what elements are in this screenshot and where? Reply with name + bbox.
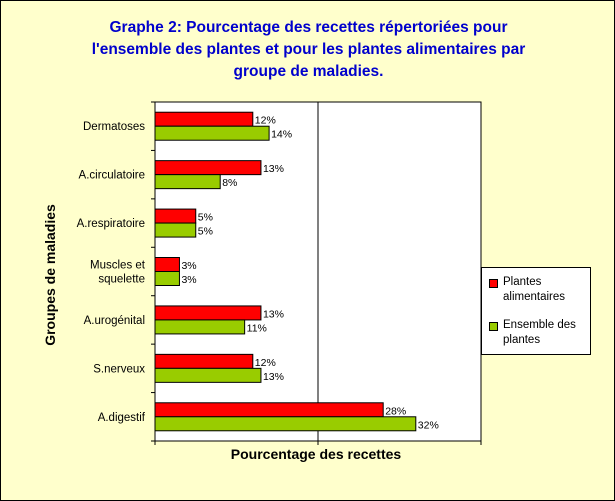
plot-area: Dermatoses 12% 14% A.circulatoire 13% 8% A.res…: [77, 101, 482, 445]
category-label: Dermatoses: [83, 121, 145, 133]
legend: Plantes alimentaires Ensemble des plante…: [481, 267, 591, 355]
category-label: Muscles et squelette: [90, 260, 146, 286]
category-label-line: A.respiratoire: [77, 218, 145, 230]
bar-plantes-alimentaires: [154, 353, 254, 369]
category-label: S.nerveux: [93, 363, 145, 375]
category-label-line: Muscles et: [90, 260, 146, 272]
bar-ensemble-des-plantes: [154, 174, 221, 190]
data-label: 13%: [263, 163, 284, 175]
data-label: 13%: [263, 371, 284, 383]
legend-label-line: Ensemble des: [503, 319, 576, 331]
category-label-line: squelette: [98, 274, 145, 286]
bar-plantes-alimentaires: [154, 305, 262, 321]
category-label: A.digestif: [98, 412, 146, 424]
x-axis-label: Pourcentage des recettes: [231, 446, 402, 462]
data-label: 5%: [198, 212, 213, 224]
title-line: groupe de maladies.: [233, 63, 384, 80]
legend-label-line: Plantes: [503, 276, 542, 288]
data-label: 14%: [271, 129, 292, 141]
data-label: 13%: [263, 308, 284, 320]
title-line: Graphe 2: Pourcentage des recettes réper…: [109, 19, 508, 36]
data-label: 12%: [255, 357, 276, 369]
category-label: A.circulatoire: [79, 170, 145, 182]
legend-label-line: alimentaires: [503, 291, 565, 303]
bar-ensemble-des-plantes: [154, 222, 197, 238]
data-label: 11%: [247, 322, 267, 334]
bar-ensemble-des-plantes: [154, 416, 417, 432]
bar-ensemble-des-plantes: [154, 125, 270, 141]
legend-label: Plantes alimentaires: [503, 275, 591, 305]
category-label: A.urogénital: [84, 315, 145, 327]
category-label-line: A.urogénital: [84, 315, 145, 327]
legend-swatch-green: [489, 322, 498, 331]
data-label: 3%: [181, 274, 196, 286]
category-label: A.respiratoire: [77, 218, 145, 230]
data-label: 28%: [385, 405, 406, 417]
legend-label-line: plantes: [503, 334, 541, 346]
category-label-line: S.nerveux: [93, 363, 145, 375]
category-label-line: Dermatoses: [83, 121, 145, 133]
data-label: 5%: [198, 226, 213, 238]
bar-plantes-alimentaires: [154, 402, 384, 418]
legend-label: Ensemble des plantes: [503, 318, 591, 348]
data-label: 32%: [418, 419, 439, 431]
category-label-line: A.digestif: [98, 412, 146, 424]
bar-plantes-alimentaires: [154, 257, 180, 272]
bar-plantes-alimentaires: [154, 208, 197, 224]
bar-ensemble-des-plantes: [154, 319, 246, 335]
data-label: 12%: [255, 115, 276, 127]
y-axis-label: Groupes de maladies: [42, 204, 58, 346]
bar-ensemble-des-plantes: [154, 271, 180, 286]
bar-plantes-alimentaires: [154, 160, 262, 176]
category-label-line: A.circulatoire: [79, 170, 145, 182]
legend-swatch-red: [489, 279, 498, 288]
title-line: l'ensemble des plantes et pour les plant…: [91, 41, 526, 58]
data-label: 3%: [181, 260, 196, 272]
bar-ensemble-des-plantes: [154, 367, 262, 383]
chart-title: Graphe 2: Pourcentage des recettes réper…: [41, 17, 576, 83]
data-label: 8%: [222, 177, 237, 189]
bar-plantes-alimentaires: [154, 111, 254, 127]
